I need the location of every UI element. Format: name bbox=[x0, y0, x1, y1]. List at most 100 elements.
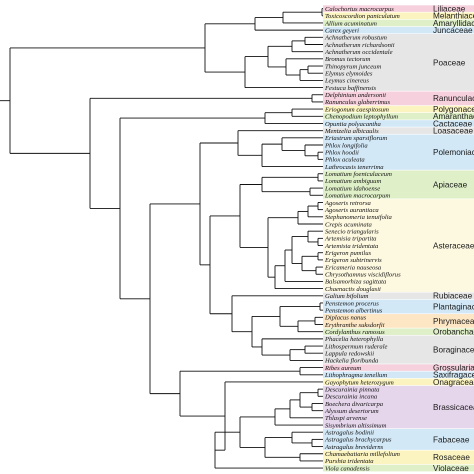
tip-label: Lomatium idahoense bbox=[324, 185, 380, 192]
tip-label: Lomatium foeniculaceum bbox=[324, 171, 392, 178]
family-band bbox=[323, 464, 474, 472]
tip-label: Phlox aculeata bbox=[324, 157, 365, 164]
tip-label: Lappula redowskii bbox=[324, 351, 374, 358]
tip-label: Descurainia pinnata bbox=[324, 386, 380, 393]
family-label: Apiaceae bbox=[433, 180, 468, 189]
family-label: Asteraceae bbox=[433, 241, 474, 250]
tip-label: Lithophragma tenellum bbox=[324, 372, 387, 379]
family-band bbox=[323, 299, 474, 314]
tip-label: Allium acuminatum bbox=[324, 20, 377, 27]
family-band bbox=[323, 12, 474, 20]
family-label: Plantaginaceae bbox=[433, 302, 474, 311]
family-label: Saxifragaceae bbox=[433, 371, 474, 380]
family-band bbox=[323, 292, 474, 300]
tree-branches bbox=[0, 8, 323, 469]
family-label: Polygonaceae bbox=[433, 105, 474, 114]
family-band bbox=[323, 34, 474, 91]
family-band bbox=[323, 91, 474, 106]
tip-label: Agoseris retrorsa bbox=[324, 200, 372, 207]
tip-label: Alyssum desertorum bbox=[324, 408, 379, 415]
tip-label: Phlox longifolia bbox=[324, 142, 368, 149]
tip-label: Erigeron pumilus bbox=[324, 250, 372, 257]
tip-label: Opuntia polyacantha bbox=[325, 121, 382, 128]
family-band bbox=[323, 134, 474, 170]
tip-label: Artemisia tripartita bbox=[324, 236, 377, 243]
tip-label: Ranunculus glaberrimus bbox=[324, 99, 390, 106]
family-band bbox=[323, 364, 474, 371]
tip-label: Cordylanthus ramosus bbox=[325, 329, 385, 336]
family-label: Grossulariaceae bbox=[433, 363, 474, 372]
tip-label: Thlaspi arvense bbox=[325, 415, 367, 422]
tip-label: Achnatherum richardsonii bbox=[324, 42, 395, 49]
tip-label: Leymus cinereus bbox=[324, 78, 369, 85]
tip-label: Ribes aureum bbox=[324, 365, 361, 372]
tip-label: Lithospermum ruderale bbox=[324, 343, 388, 350]
tip-label: Thinopyrum junceum bbox=[325, 63, 381, 70]
tip-label: Sisymbrium altissimum bbox=[325, 422, 387, 429]
tip-label: Ericameria nauseosa bbox=[324, 264, 382, 271]
tip-label: Lomatium ambiguum bbox=[324, 178, 381, 185]
family-band bbox=[323, 335, 474, 364]
family-label: Rubiaceae bbox=[433, 292, 473, 301]
family-band bbox=[323, 328, 474, 335]
family-band bbox=[323, 5, 474, 12]
family-label: Loasaceae bbox=[433, 127, 474, 136]
tip-label: Astragalus breviderns bbox=[324, 444, 384, 451]
tip-label: Lathrocasis tenerrima bbox=[324, 164, 384, 171]
tip-label: Carex geyeri bbox=[325, 27, 359, 34]
family-label: Poaceae bbox=[433, 58, 466, 67]
tip-label: Mentzelia albicaulis bbox=[324, 128, 379, 135]
family-band bbox=[323, 314, 474, 328]
family-label: Rosaceae bbox=[433, 453, 470, 462]
tip-label: Hackelia floribunda bbox=[324, 358, 379, 365]
family-band bbox=[323, 19, 474, 27]
family-label: Ranunculaceae bbox=[433, 94, 474, 103]
tip-label: Phlox hoodii bbox=[324, 149, 359, 156]
family-band bbox=[323, 113, 474, 120]
family-label: Cactaceae bbox=[433, 119, 473, 128]
family-label: Brassicaceae bbox=[433, 403, 474, 412]
tip-label: Diplacus nanus bbox=[324, 315, 367, 322]
tip-label: Elymus elymoides bbox=[324, 71, 373, 78]
family-band bbox=[323, 385, 474, 429]
tip-label: Astragalus brachycarpus bbox=[324, 437, 392, 444]
family-label: Juncaceae bbox=[433, 26, 473, 35]
family-labels: LiliaceaeMelanthiaceaeAmaryllidaceaeJunc… bbox=[433, 4, 474, 473]
tip-label: Delphinium andersonii bbox=[324, 92, 386, 99]
family-band bbox=[323, 170, 474, 199]
family-band bbox=[323, 378, 474, 386]
tip-label: Chaenactis douglasii bbox=[325, 286, 381, 293]
tip-label: Viola canadensis bbox=[325, 465, 370, 472]
family-label: Boraginaceae bbox=[433, 346, 474, 355]
family-label: Onagraceae bbox=[433, 378, 474, 387]
tip-label: Descurainia incana bbox=[324, 394, 378, 401]
tip-label: Penstemon albertinus bbox=[324, 307, 383, 314]
tip-label: Erythranthe suksdorfii bbox=[324, 322, 385, 329]
tip-label: Achnatherum robustum bbox=[324, 35, 387, 42]
family-band bbox=[323, 371, 474, 379]
tip-label: Crepis acuminata bbox=[325, 221, 373, 228]
family-label: Phrymaceae bbox=[433, 317, 474, 326]
tip-label: Phacelia heterophylla bbox=[324, 336, 384, 343]
tip-label: Purshia tridentata bbox=[324, 458, 374, 465]
tip-label: Chrysothamnus viscidiflorus bbox=[325, 272, 401, 279]
tip-label: Astragalus bodinii bbox=[324, 430, 374, 437]
tip-label: Achnatherum occidentale bbox=[324, 49, 393, 56]
family-label: Melanthiaceae bbox=[433, 12, 474, 21]
tip-label: Galium bifolium bbox=[325, 293, 369, 300]
family-band bbox=[323, 127, 474, 134]
tip-label: Eriastrum sparsiflorum bbox=[324, 135, 387, 142]
tip-label: Toxicoscordion paniculatum bbox=[325, 13, 400, 20]
family-label: Polemoniaceae bbox=[433, 148, 474, 157]
family-label: Orobanchaceae bbox=[433, 328, 474, 337]
tip-label: Chenopodium leptophyllum bbox=[325, 114, 398, 121]
tip-label: Calochortus macrocarpus bbox=[325, 6, 394, 13]
family-band bbox=[323, 26, 474, 34]
tip-label: Boechera divaricarpa bbox=[325, 401, 384, 408]
family-bands bbox=[323, 5, 474, 472]
family-band bbox=[323, 450, 474, 465]
tip-label: Artemisia tridentata bbox=[324, 243, 379, 250]
